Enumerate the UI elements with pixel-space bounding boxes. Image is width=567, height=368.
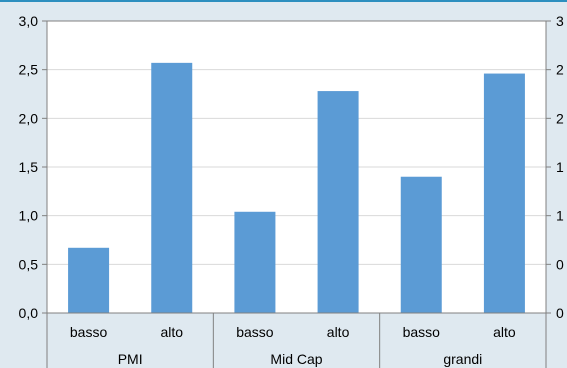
y-tick-label: 1,5 [19, 159, 39, 175]
right-y-tick-label: 1 [556, 159, 564, 175]
bar [400, 176, 442, 313]
x-group-label: grandi [443, 351, 482, 367]
x-group-label: Mid Cap [270, 351, 322, 367]
right-y-tick-label: 3 [556, 13, 564, 29]
right-y-tick-label: 0 [556, 305, 564, 321]
bar [317, 91, 359, 313]
x-category-label: basso [236, 324, 274, 340]
y-tick-label: 2,0 [19, 110, 39, 126]
x-category-label: alto [160, 324, 183, 340]
bar [234, 211, 276, 313]
x-category-label: alto [493, 324, 516, 340]
y-tick-label: 1,0 [19, 208, 39, 224]
x-category-label: basso [70, 324, 108, 340]
bars [68, 62, 525, 313]
y-tick-label: 0,5 [19, 256, 39, 272]
right-y-tick-label: 0 [556, 256, 564, 272]
right-y-tick-label: 1 [556, 208, 564, 224]
y-tick-label: 2,5 [19, 62, 39, 78]
bar [68, 247, 110, 313]
bar [151, 62, 193, 313]
y-tick-label: 0,0 [19, 305, 39, 321]
x-group-label: PMI [118, 351, 143, 367]
right-y-tick-label: 2 [556, 110, 564, 126]
x-category-label: alto [327, 324, 350, 340]
axes [42, 20, 551, 368]
right-y-tick-label: 2 [556, 62, 564, 78]
axis-labels: 0,0 0,5 1,0 1,5 2,0 2,5 3,0 0 0 1 1 2 2 3 basso alto bas… [19, 13, 564, 367]
bar [483, 73, 525, 313]
x-category-label: basso [403, 324, 441, 340]
y-tick-label: 3,0 [19, 13, 39, 29]
